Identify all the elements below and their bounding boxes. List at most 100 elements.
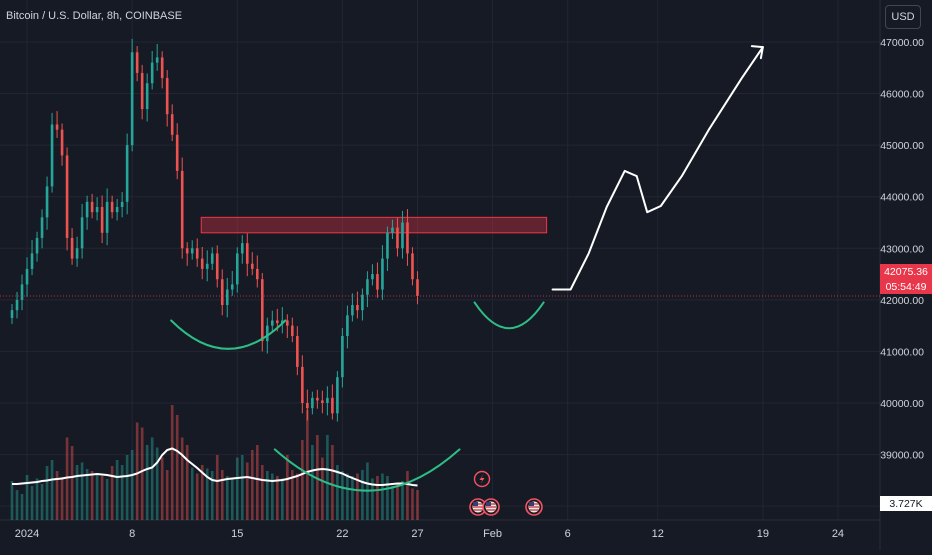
price-tick-label: 39000.00	[880, 450, 924, 462]
candle-body	[391, 227, 394, 233]
candle-body	[105, 201, 109, 233]
candle-body	[60, 129, 64, 156]
candle-body	[85, 201, 89, 218]
volume-bar	[115, 460, 119, 520]
volume-bar	[55, 471, 59, 520]
candle-body	[140, 72, 144, 110]
volume-bar	[245, 462, 249, 520]
volume-bar	[301, 440, 304, 520]
time-tick-label: 8	[129, 528, 135, 540]
volume-bar	[361, 470, 364, 520]
candle-body	[341, 335, 344, 378]
volume-bar	[331, 445, 334, 520]
candle-body	[366, 279, 369, 295]
candle-body	[135, 52, 139, 73]
countdown-label: 05:54:49	[880, 279, 932, 294]
volume-bar	[200, 465, 204, 520]
volume-bar	[35, 478, 39, 520]
us-flag-icon[interactable]	[469, 498, 487, 516]
candle-body	[386, 232, 389, 259]
volume-bar	[260, 465, 264, 520]
volume-bar	[240, 455, 244, 520]
volume-bar	[50, 460, 54, 520]
candle-body	[35, 237, 39, 254]
volume-bar	[396, 483, 399, 520]
volume-label: 3.727K	[880, 496, 932, 511]
volume-bar	[100, 476, 104, 520]
candle-body	[316, 397, 319, 401]
volume-bar	[150, 437, 154, 520]
candle-body	[90, 201, 94, 213]
volume-bar	[110, 466, 114, 520]
volume-bar	[30, 486, 34, 520]
candle-body	[205, 263, 209, 269]
currency-button[interactable]: USD	[885, 5, 921, 29]
candle-body	[80, 217, 84, 249]
candle-body	[70, 237, 74, 259]
volume-bar	[225, 476, 229, 520]
candle-body	[30, 253, 34, 269]
volume-bar	[135, 422, 139, 520]
volume-bar	[40, 484, 44, 520]
volume-bar	[311, 445, 314, 520]
volume-bar	[85, 469, 89, 520]
candle-body	[371, 274, 374, 280]
candle-body	[245, 243, 249, 264]
right-shoulder-arc	[473, 301, 545, 330]
time-tick-label: 12	[652, 528, 664, 540]
price-tick-label: 47000.00	[880, 37, 924, 49]
price-tick-label: 44000.00	[880, 192, 924, 204]
candle-body	[361, 294, 364, 311]
volume-bar	[140, 427, 144, 520]
volume-bar	[326, 435, 329, 520]
time-tick-label: 2024	[15, 528, 39, 540]
volume-bar	[70, 446, 74, 520]
time-tick-label: 19	[757, 528, 769, 540]
us-flag-icon[interactable]	[482, 498, 500, 516]
volume-bar	[266, 471, 269, 520]
event-markers[interactable]	[469, 470, 543, 516]
candle-body	[115, 207, 119, 213]
volume-bar	[281, 478, 284, 520]
last-price-label: 42075.36	[880, 264, 932, 279]
volume-bar	[170, 405, 174, 520]
candle-body	[250, 263, 254, 269]
candle-body	[110, 201, 114, 213]
volume-bar	[175, 415, 179, 520]
candle-body	[55, 124, 59, 130]
us-flag-icon[interactable]	[525, 498, 543, 516]
volume-bar	[185, 445, 189, 520]
candle-body	[286, 320, 289, 326]
volume-bar	[45, 466, 49, 520]
candle-body	[155, 57, 159, 63]
candle-body	[50, 124, 54, 187]
candle-body	[200, 258, 204, 269]
candles	[0, 38, 880, 422]
volume-bar	[306, 410, 309, 520]
volume-bar	[165, 470, 169, 520]
candle-body	[255, 268, 259, 280]
volume-bar	[341, 471, 344, 520]
candle-body	[175, 134, 179, 171]
lightning-icon[interactable]	[473, 470, 491, 488]
candle-body	[351, 305, 354, 316]
volume-bar	[180, 437, 184, 520]
candle-body	[416, 279, 419, 296]
candle-body	[260, 279, 264, 342]
volume-ma-path	[12, 447, 418, 487]
candle-body	[75, 248, 79, 259]
price-tick-label: 45000.00	[880, 140, 924, 152]
volume-bar	[376, 476, 379, 520]
candle-body	[125, 145, 129, 202]
time-tick-label: 27	[411, 528, 423, 540]
volume-bar	[60, 477, 64, 520]
time-tick-label: Feb	[483, 528, 502, 540]
head-arc	[273, 448, 461, 492]
price-tick-label: 40000.00	[880, 398, 924, 410]
volume-bar	[205, 468, 209, 520]
projection-path	[551, 46, 764, 291]
volume-bar	[346, 473, 349, 520]
candle-body	[25, 268, 29, 285]
